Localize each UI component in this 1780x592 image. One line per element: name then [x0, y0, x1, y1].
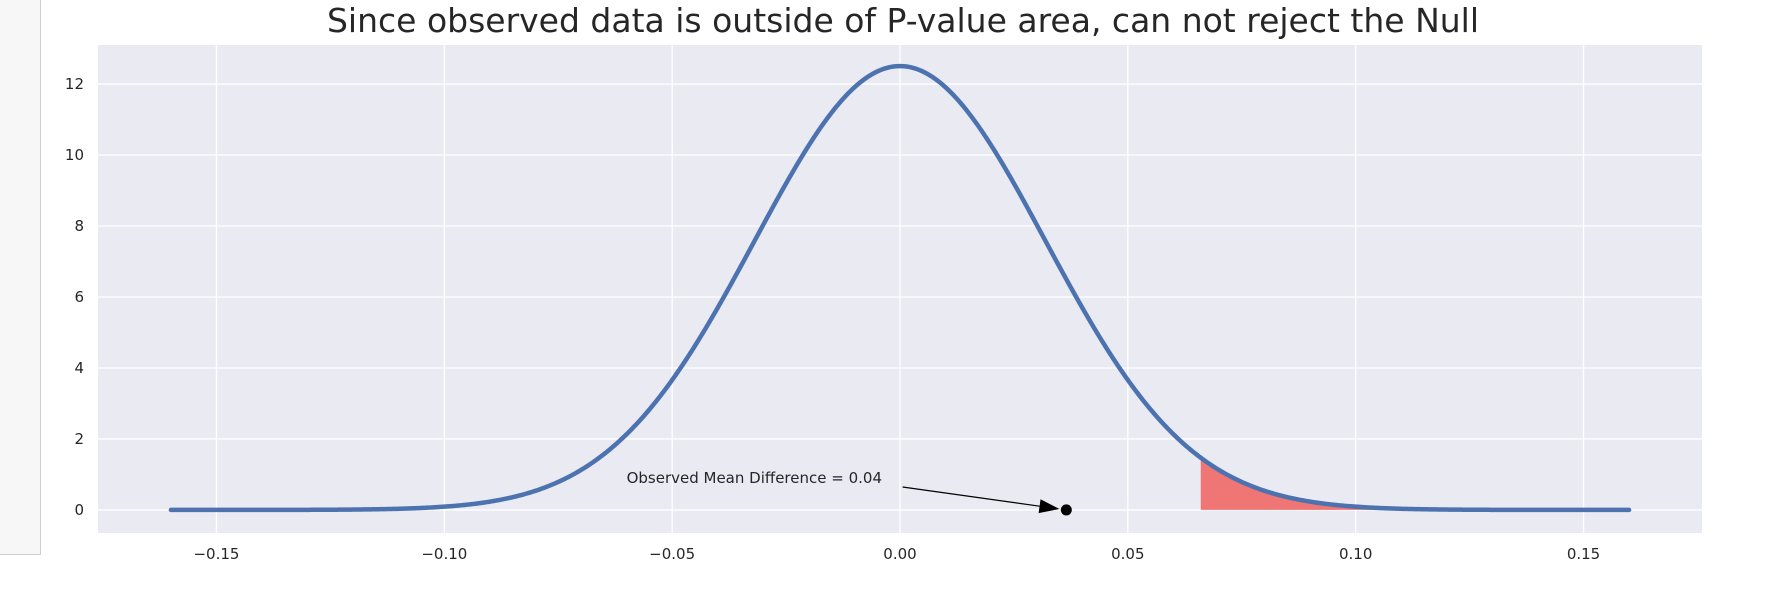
- y-tick-label: 0: [74, 501, 84, 519]
- y-tick-label: 12: [65, 75, 84, 93]
- distribution-line: [168, 63, 1632, 513]
- x-tick-label: 0.15: [1567, 545, 1600, 563]
- shaded-region: [1200, 457, 1630, 510]
- x-tick-label: −0.10: [421, 545, 467, 563]
- y-tick-label: 2: [74, 430, 84, 448]
- distribution-curve: [168, 63, 1632, 513]
- observed-point: [1060, 504, 1072, 516]
- x-tick-label: −0.05: [649, 545, 695, 563]
- y-tick-label: 10: [65, 146, 84, 164]
- x-tick-label: 0.10: [1339, 545, 1372, 563]
- notebook-cell-gutter: [0, 0, 41, 555]
- annotation-arrow-head: [1038, 499, 1060, 514]
- x-axis-ticks: −0.15 −0.10 −0.05 0.00 0.05 0.10 0.15: [193, 545, 1600, 563]
- annotation: Observed Mean Difference = 0.04: [627, 469, 1072, 516]
- x-tick-label: 0.00: [883, 545, 916, 563]
- y-tick-label: 8: [74, 217, 84, 235]
- annotation-label: Observed Mean Difference = 0.04: [627, 469, 882, 487]
- annotation-arrow-line: [902, 486, 1040, 507]
- x-tick-label: −0.15: [193, 545, 239, 563]
- chart-title: Since observed data is outside of P-valu…: [327, 1, 1479, 40]
- y-axis-ticks: 0 2 4 6 8 10 12: [65, 75, 84, 519]
- y-tick-label: 6: [74, 288, 84, 306]
- x-tick-label: 0.05: [1111, 545, 1144, 563]
- y-tick-label: 4: [74, 359, 84, 377]
- p-value-area: [1200, 457, 1630, 510]
